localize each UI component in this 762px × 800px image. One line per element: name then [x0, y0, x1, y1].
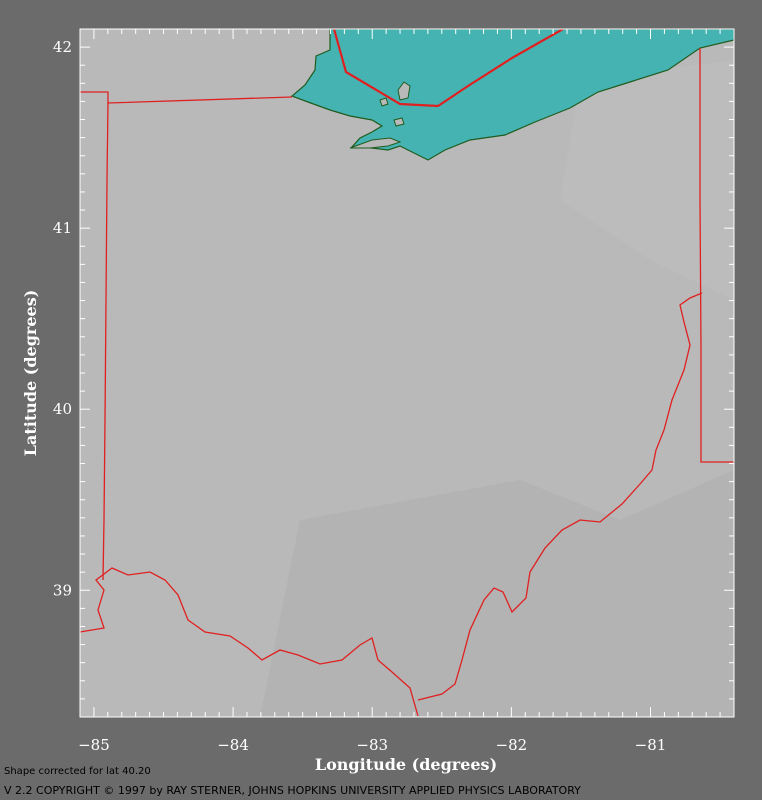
lake-island — [393, 117, 405, 127]
y-tick-label: 41 — [53, 219, 72, 237]
terrain-shading — [260, 60, 734, 717]
lake-island — [379, 97, 389, 107]
x-tick-label: −85 — [78, 736, 110, 754]
axis-tick-labels: −85 −84 −83 −82 −81 42 41 40 39 — [53, 38, 666, 754]
y-axis-title: Latitude (degrees) — [21, 290, 40, 457]
axis-ticks — [80, 29, 735, 718]
x-tick-label: −84 — [217, 736, 249, 754]
indiana-ohio-border — [102, 102, 109, 581]
pennsylvania-ohio-border — [699, 48, 734, 463]
michigan-ohio-border — [80, 91, 293, 104]
y-tick-label: 39 — [53, 581, 72, 599]
footer-credit: V 2.2 COPYRIGHT © 1997 by RAY STERNER, J… — [4, 784, 581, 797]
us-canada-border — [332, 29, 564, 108]
y-tick-label: 42 — [53, 38, 72, 56]
lake-peninsula — [349, 137, 402, 149]
ohio-river-border — [80, 292, 703, 717]
x-axis-title: Longitude (degrees) — [315, 755, 497, 774]
state-boundaries — [80, 29, 734, 717]
footer-note: Shape corrected for lat 40.20 — [4, 766, 151, 777]
lake-erie — [290, 29, 734, 161]
x-tick-label: −83 — [356, 736, 388, 754]
y-tick-label: 40 — [53, 400, 72, 418]
lake-island — [397, 81, 411, 101]
x-tick-label: −82 — [496, 736, 528, 754]
x-tick-label: −81 — [635, 736, 667, 754]
